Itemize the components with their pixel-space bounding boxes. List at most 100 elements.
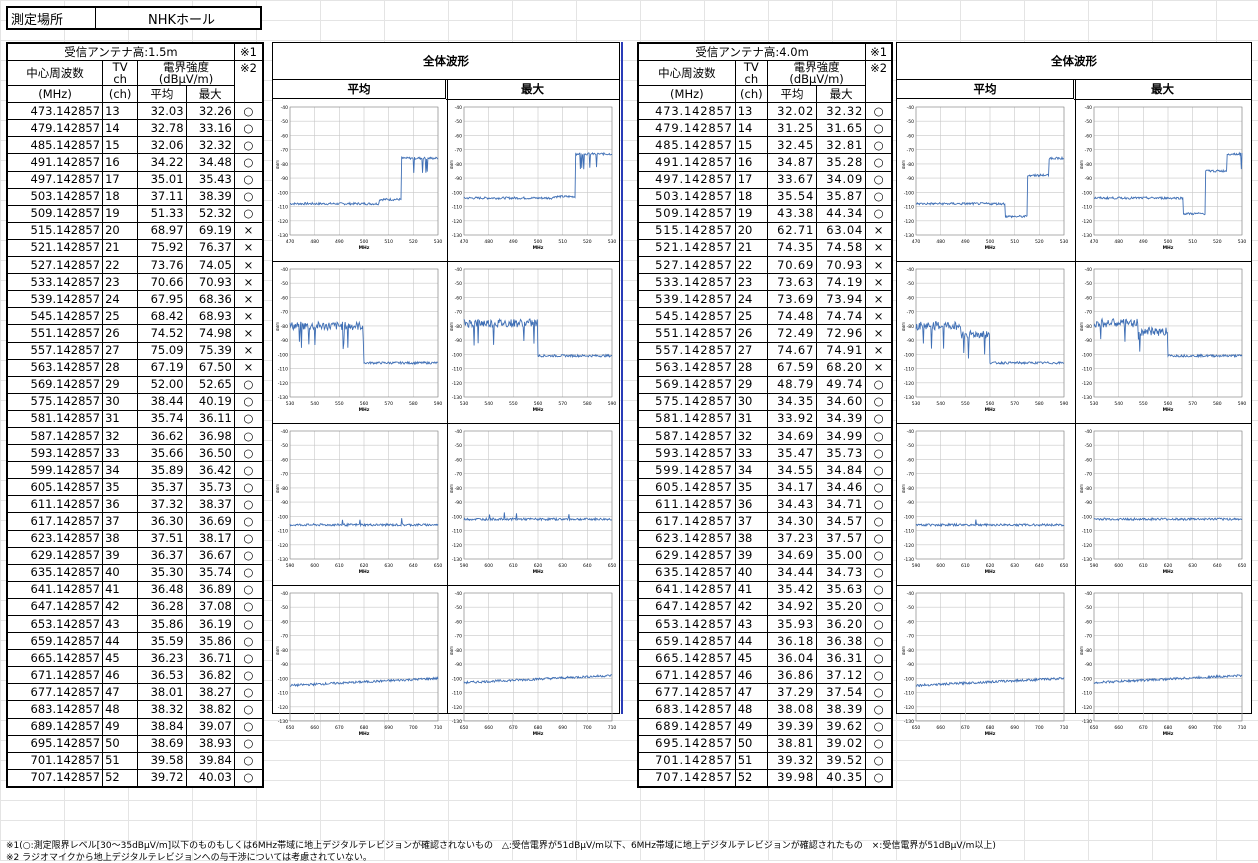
avg-cell: 34.17 — [766, 478, 818, 497]
x-tick-label: 640 — [1213, 563, 1222, 569]
avg-cell: 35.37 — [137, 478, 187, 497]
table-row: 485.142857 15 32.06 32.32 ○ — [6, 136, 264, 155]
y-tick-label: -130 — [1082, 395, 1092, 401]
y-tick-label: -60 — [281, 133, 288, 139]
y-tick-label: -90 — [281, 662, 288, 668]
max-cell: 38.39 — [816, 700, 867, 719]
channel-cell: 36 — [734, 495, 768, 514]
max-cell: 34.57 — [816, 512, 867, 531]
frequency-cell: 707.142857 — [637, 768, 736, 788]
max-cell: 75.39 — [185, 341, 235, 360]
x-tick-label: 620 — [360, 563, 369, 569]
y-axis-unit: dBm — [276, 322, 280, 331]
x-tick-label: 600 — [484, 563, 493, 569]
judgement-cell: ○ — [865, 580, 893, 599]
y-axis-unit: dBm — [1080, 484, 1084, 493]
table-row: 515.142857 20 68.97 69.19 × — [6, 221, 264, 240]
y-tick-label: -120 — [452, 705, 462, 711]
channel-cell: 28 — [734, 358, 768, 377]
table-row: 689.142857 49 38.84 39.07 ○ — [6, 717, 264, 736]
frequency-cell: 521.142857 — [6, 238, 104, 258]
y-tick-label: -130 — [278, 719, 288, 725]
avg-cell: 36.62 — [137, 426, 187, 446]
table-row: 689.142857 49 39.39 39.62 ○ — [637, 717, 893, 736]
judgement-cell: ○ — [233, 580, 264, 599]
y-tick-label: -40 — [1085, 591, 1092, 597]
row-separator — [897, 423, 1251, 424]
max-cell: 35.28 — [816, 153, 867, 172]
avg-cell: 74.52 — [137, 324, 187, 343]
x-tick-label: 540 — [310, 401, 319, 407]
y-tick-label: -60 — [1085, 457, 1092, 463]
x-tick-label: 660 — [936, 725, 945, 731]
avg-cell: 38.84 — [137, 717, 187, 736]
spectrum-trace — [289, 155, 439, 206]
y-tick-label: -110 — [904, 205, 914, 211]
y-tick-label: -50 — [455, 281, 462, 287]
avg-cell: 32.06 — [137, 136, 187, 155]
x-tick-label: 510 — [1188, 239, 1197, 245]
y-tick-label: -90 — [455, 662, 462, 668]
avg-cell: 36.18 — [766, 632, 818, 651]
table-row: 629.142857 39 34.69 35.00 ○ — [637, 546, 893, 565]
avg-cell: 35.59 — [137, 632, 187, 651]
x-tick-label: 520 — [1035, 239, 1044, 245]
x-tick-label: 600 — [1114, 563, 1123, 569]
x-tick-label: 620 — [534, 563, 543, 569]
channel-cell: 26 — [102, 324, 139, 343]
y-tick-label: -100 — [904, 190, 914, 196]
judgement-cell: ○ — [865, 632, 893, 651]
y-tick-label: -120 — [904, 381, 914, 387]
frequency-cell: 491.142857 — [637, 153, 736, 172]
y-tick-label: -80 — [1085, 648, 1092, 654]
y-tick-label: -110 — [904, 529, 914, 535]
y-tick-label: -80 — [281, 486, 288, 492]
channel-cell: 49 — [102, 717, 139, 736]
avg-cell: 34.35 — [766, 392, 818, 411]
table-row: 683.142857 48 38.32 38.82 ○ — [6, 700, 264, 719]
judgement-cell: ○ — [233, 478, 264, 497]
x-axis-unit: MHz — [533, 407, 544, 413]
x-tick-label: 530 — [608, 239, 617, 245]
frequency-cell: 671.142857 — [637, 666, 736, 685]
x-tick-label: 470 — [912, 239, 921, 245]
avg-cell: 37.11 — [137, 187, 187, 206]
max-cell: 68.93 — [185, 307, 235, 326]
tv-header: TV ch — [734, 60, 768, 87]
judgement-cell: ○ — [865, 461, 893, 480]
frequency-cell: 533.142857 — [637, 273, 736, 292]
y-tick-label: -110 — [1082, 529, 1092, 535]
max-cell: 31.65 — [816, 119, 867, 138]
x-axis-unit: MHz — [985, 731, 996, 737]
y-tick-label: -40 — [455, 429, 462, 435]
judgement-cell: ○ — [233, 444, 264, 463]
frequency-cell: 473.142857 — [637, 102, 736, 121]
max-cell: 36.19 — [185, 614, 235, 634]
avg-cell: 35.54 — [766, 187, 818, 206]
channel-cell: 35 — [102, 478, 139, 497]
max-cell: 36.11 — [185, 409, 235, 428]
y-axis-unit: dBm — [450, 484, 454, 493]
max-cell: 35.74 — [185, 563, 235, 582]
y-tick-label: -110 — [452, 367, 462, 373]
y-tick-label: -40 — [455, 267, 462, 273]
max-cell: 37.54 — [816, 683, 867, 702]
table-row: 587.142857 32 34.69 34.99 ○ — [637, 426, 893, 446]
field-strength-label: 電界強度 — [793, 60, 840, 75]
judgement-cell: ○ — [233, 495, 264, 514]
y-tick-label: -50 — [455, 443, 462, 449]
table-row: 623.142857 38 37.23 37.57 ○ — [637, 529, 893, 548]
y-tick-label: -120 — [904, 705, 914, 711]
y-tick-label: -60 — [907, 619, 914, 625]
table-row: 653.142857 43 35.93 36.20 ○ — [637, 614, 893, 634]
max-cell: 37.12 — [816, 666, 867, 685]
y-tick-label: -100 — [452, 190, 462, 196]
channel-cell: 16 — [734, 153, 768, 172]
avg-cell: 35.93 — [766, 614, 818, 634]
y-tick-label: -90 — [907, 662, 914, 668]
max-cell: 36.50 — [185, 444, 235, 463]
judgement-cell: ○ — [865, 563, 893, 582]
